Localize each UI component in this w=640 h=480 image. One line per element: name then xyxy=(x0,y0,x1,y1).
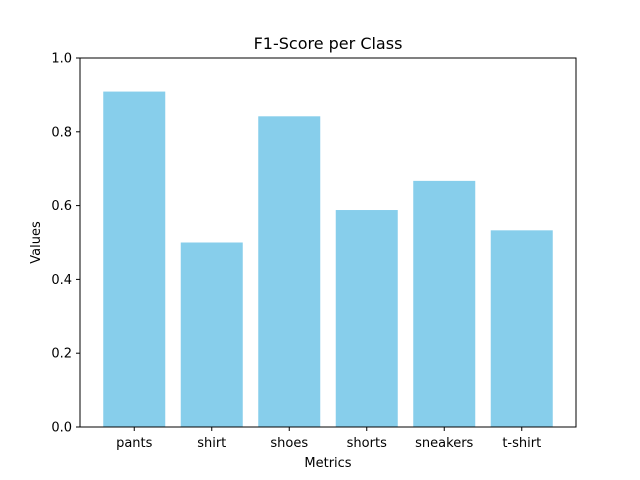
y-tick-label: 0.8 xyxy=(51,125,72,140)
bar-shorts xyxy=(335,210,398,427)
bars-group xyxy=(103,91,553,427)
plot-frame xyxy=(79,57,577,428)
y-tick-label: 1.0 xyxy=(51,52,72,67)
y-axis-label: Values xyxy=(29,221,44,264)
y-tick-label: 0.0 xyxy=(51,421,72,436)
y-tick-label: 0.2 xyxy=(51,347,72,362)
x-tick-label-pants: pants xyxy=(116,436,153,451)
chart-title: F1-Score per Class xyxy=(254,34,403,53)
bar-sneakers xyxy=(413,180,476,427)
bar-shirt xyxy=(180,242,243,427)
y-axis-ticks: 0.0 0.2 0.4 0.6 0.8 1.0 xyxy=(51,52,80,436)
bar-t-shirt xyxy=(490,230,553,427)
x-tick-label-t-shirt: t-shirt xyxy=(502,436,541,451)
x-tick-label-shorts: shorts xyxy=(347,436,387,451)
x-axis-label: Metrics xyxy=(304,456,351,471)
x-tick-label-shirt: shirt xyxy=(197,436,226,451)
x-axis-ticks: pants shirt shoes shorts sneakers t-shirt xyxy=(116,427,541,451)
y-tick-label: 0.4 xyxy=(51,273,72,288)
bar-shoes xyxy=(258,116,321,427)
bar-pants xyxy=(103,91,166,427)
y-tick-label: 0.6 xyxy=(51,199,72,214)
x-tick-label-shoes: shoes xyxy=(270,436,308,451)
x-tick-label-sneakers: sneakers xyxy=(415,436,473,451)
